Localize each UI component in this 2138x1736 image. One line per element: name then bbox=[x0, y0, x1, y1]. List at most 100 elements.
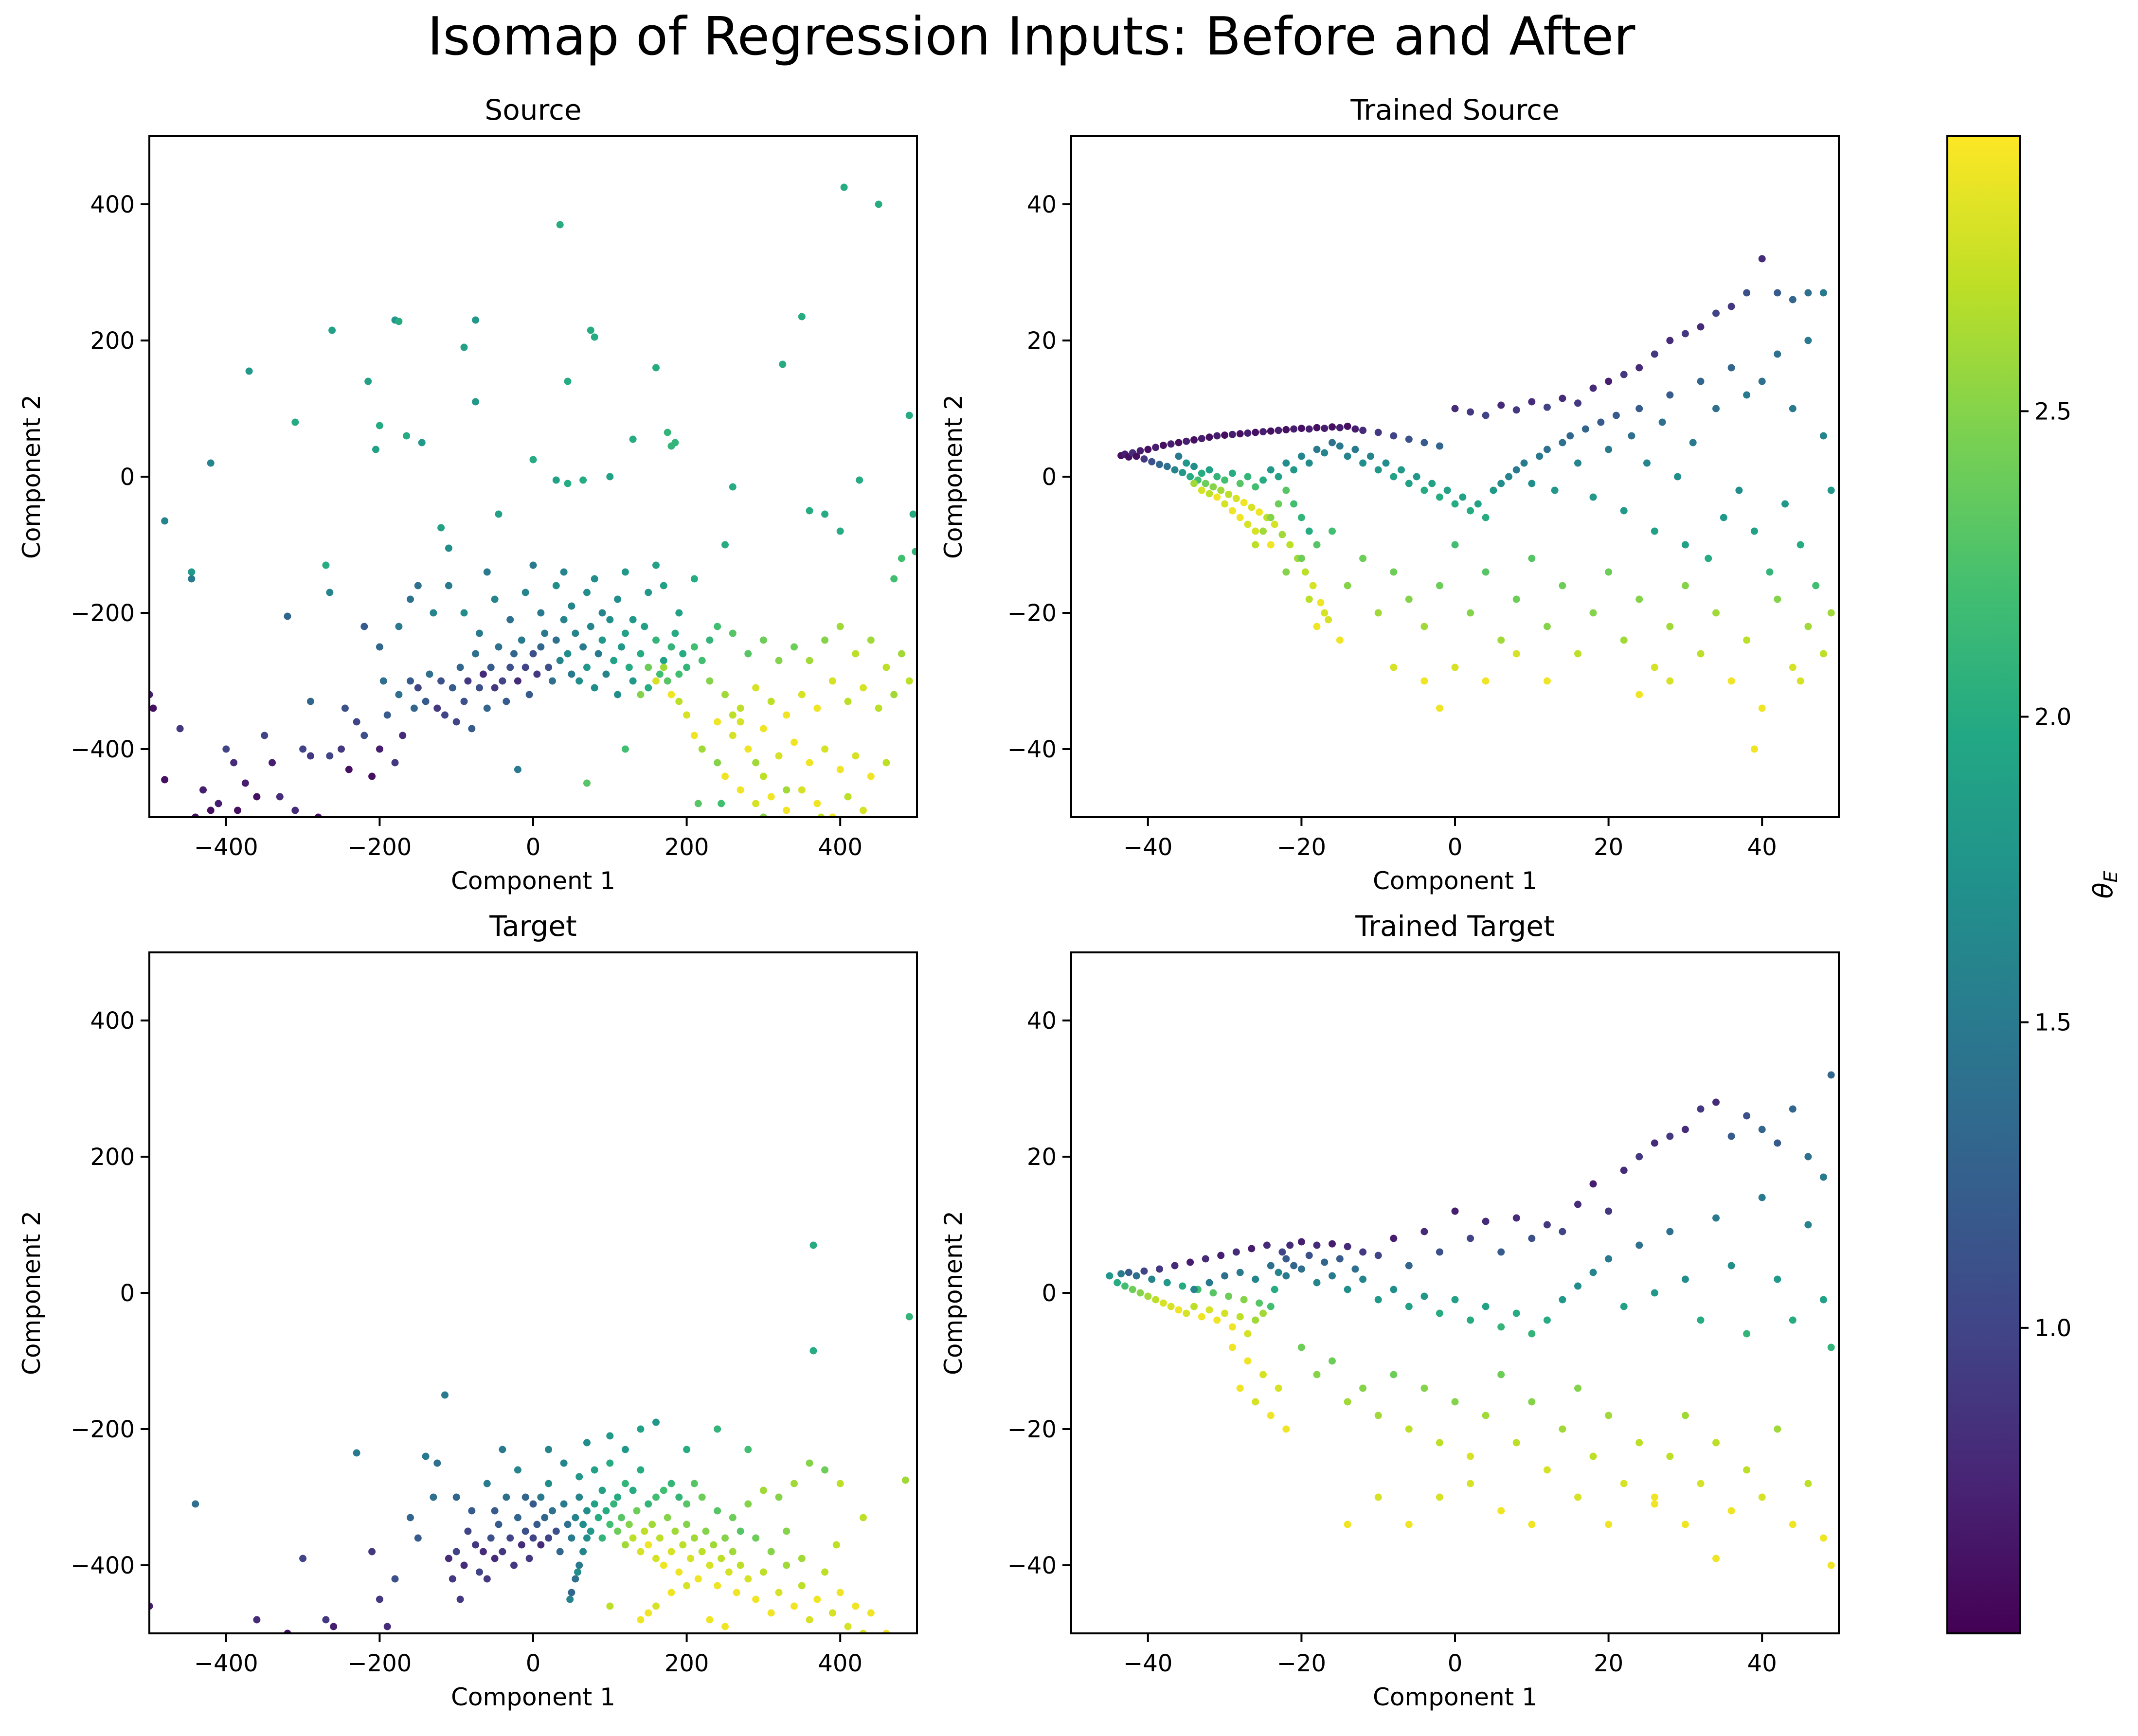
scatter-point bbox=[591, 575, 598, 583]
scatter-point bbox=[1405, 435, 1413, 443]
scatter-point bbox=[806, 507, 813, 515]
scatter-point bbox=[729, 1548, 737, 1556]
scatter-point bbox=[364, 377, 372, 385]
scatter-point bbox=[1528, 480, 1536, 487]
scatter-point bbox=[783, 786, 791, 794]
scatter-point bbox=[752, 684, 760, 692]
scatter-point bbox=[1559, 1296, 1566, 1304]
scatter-point bbox=[675, 609, 683, 617]
scatter-point bbox=[1681, 1275, 1689, 1283]
scatter-point bbox=[1766, 568, 1774, 576]
scatter-point bbox=[552, 476, 560, 484]
scatter-point bbox=[552, 636, 560, 644]
scatter-point bbox=[721, 1623, 729, 1630]
scatter-point bbox=[1351, 1265, 1359, 1273]
scatter-point bbox=[445, 1555, 452, 1562]
scatter-point bbox=[683, 663, 691, 671]
scatter-point bbox=[614, 595, 622, 603]
scatter-point bbox=[836, 1589, 844, 1596]
scatter-point bbox=[664, 1514, 671, 1521]
scatter-point bbox=[472, 398, 480, 406]
scatter-point bbox=[391, 1575, 399, 1583]
scatter-point bbox=[1628, 432, 1635, 440]
scatter-point bbox=[698, 1493, 706, 1501]
scatter-point bbox=[199, 786, 207, 794]
scatter-point bbox=[1297, 425, 1305, 432]
scatter-point bbox=[491, 595, 499, 603]
scatter-point bbox=[472, 1541, 480, 1549]
scatter-point bbox=[1589, 1180, 1597, 1188]
scatter-point bbox=[1512, 650, 1520, 658]
scatter-point bbox=[1774, 1139, 1781, 1147]
scatter-point bbox=[852, 752, 860, 760]
colorbar-gradient bbox=[1946, 135, 2021, 1634]
scatter-point bbox=[1743, 1112, 1751, 1120]
scatter-point bbox=[422, 698, 430, 705]
scatter-point bbox=[1366, 452, 1374, 460]
scatter-point bbox=[1482, 412, 1490, 419]
scatter-point bbox=[1497, 1248, 1505, 1256]
scatter-point bbox=[706, 636, 714, 644]
scatter-point bbox=[1405, 480, 1413, 487]
scatter-points bbox=[1106, 1071, 1835, 1569]
scatter-point bbox=[1282, 568, 1290, 576]
scatter-point bbox=[909, 510, 917, 518]
scatter-point bbox=[809, 1347, 817, 1355]
scatter-point bbox=[379, 677, 387, 685]
scatter-point bbox=[1651, 1139, 1658, 1147]
scatter-point bbox=[1336, 424, 1344, 431]
scatter-point bbox=[1774, 595, 1781, 603]
scatter-point bbox=[1420, 623, 1428, 630]
scatter-point bbox=[1451, 405, 1459, 412]
scatter-point bbox=[798, 1582, 806, 1590]
scatter-point bbox=[1589, 1452, 1597, 1460]
scatter-point bbox=[1256, 508, 1263, 516]
scatter-point bbox=[1797, 677, 1804, 685]
scatter-point bbox=[1236, 1384, 1244, 1392]
scatter-point bbox=[1520, 459, 1528, 467]
scatter-point bbox=[1205, 490, 1213, 498]
scatter-point bbox=[1758, 1194, 1766, 1201]
scatter-point bbox=[1252, 541, 1259, 549]
scatter-point bbox=[1666, 1452, 1674, 1460]
scatter-point bbox=[1674, 473, 1682, 481]
scatter-point bbox=[414, 582, 422, 590]
scatter-point bbox=[460, 343, 468, 351]
scatter-point bbox=[491, 1507, 499, 1515]
scatter-point bbox=[499, 677, 506, 685]
scatter-point bbox=[690, 1480, 698, 1487]
scatter-point bbox=[476, 1568, 483, 1576]
scatter-point bbox=[1635, 1241, 1643, 1249]
scatter-point bbox=[602, 1507, 610, 1515]
figure-title: Isomap of Regression Inputs: Before and … bbox=[428, 6, 1635, 67]
scatter-point bbox=[1290, 466, 1298, 474]
scatter-point bbox=[1566, 432, 1574, 440]
scatter-point bbox=[1512, 406, 1520, 414]
scatter-point bbox=[656, 1534, 664, 1542]
scatter-point bbox=[1344, 452, 1351, 460]
scatter-point bbox=[564, 377, 572, 385]
scatter-point bbox=[322, 561, 330, 569]
scatter-point bbox=[1819, 1296, 1827, 1304]
scatter-point bbox=[1329, 1240, 1336, 1248]
scatter-point bbox=[376, 422, 383, 430]
scatter-point bbox=[207, 459, 215, 467]
scatter-point bbox=[759, 1568, 767, 1576]
scatter-point bbox=[330, 1623, 338, 1630]
scatter-point bbox=[867, 636, 875, 644]
scatter-point bbox=[1635, 691, 1643, 698]
scatter-point bbox=[1305, 459, 1313, 467]
scatter-point bbox=[1209, 1289, 1217, 1297]
scatter-point bbox=[468, 1507, 476, 1515]
y-tick-label: 40 bbox=[1027, 1007, 1057, 1035]
scatter-point bbox=[1305, 527, 1313, 535]
scatter-point bbox=[882, 759, 890, 767]
scatter-point bbox=[1175, 439, 1183, 447]
scatter-point bbox=[1390, 473, 1398, 481]
scatter-point bbox=[698, 745, 706, 753]
scatter-point bbox=[1179, 1282, 1186, 1290]
scatter-point bbox=[1574, 459, 1581, 467]
scatter-point bbox=[529, 1534, 537, 1542]
scatter-point bbox=[625, 1521, 633, 1528]
scatter-point bbox=[591, 333, 598, 341]
